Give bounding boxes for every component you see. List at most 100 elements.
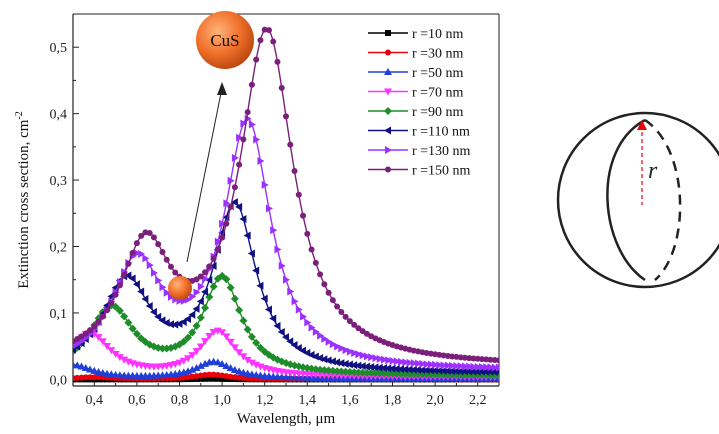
data-point-marker bbox=[321, 281, 328, 288]
data-point-marker bbox=[252, 338, 261, 347]
data-point-marker bbox=[197, 375, 204, 382]
data-point-marker bbox=[132, 280, 140, 289]
data-point-marker bbox=[385, 146, 392, 154]
data-point-marker bbox=[291, 167, 298, 174]
data-point-marker bbox=[219, 375, 226, 382]
data-point-marker bbox=[346, 318, 353, 325]
data-point-marker bbox=[137, 287, 145, 296]
data-point-marker bbox=[145, 302, 153, 311]
data-point-marker bbox=[444, 361, 452, 370]
data-point-marker bbox=[82, 330, 89, 337]
data-point-marker bbox=[389, 356, 397, 365]
data-point-marker bbox=[334, 342, 342, 351]
legend-label: r =50 nm bbox=[412, 66, 464, 81]
data-point-marker bbox=[209, 329, 218, 337]
data-point-marker bbox=[243, 325, 252, 334]
data-point-marker bbox=[274, 58, 281, 65]
data-point-marker bbox=[260, 294, 268, 303]
data-point-marker bbox=[248, 120, 256, 129]
data-point-marker bbox=[345, 368, 354, 377]
data-point-marker bbox=[474, 362, 482, 371]
data-point-marker bbox=[354, 368, 363, 377]
data-point-marker bbox=[414, 365, 422, 374]
large-cus-nanoparticle bbox=[196, 11, 254, 69]
data-point-marker bbox=[155, 241, 162, 248]
x-tick-label: 2,2 bbox=[469, 393, 487, 408]
data-point-marker bbox=[295, 305, 303, 314]
data-point-marker bbox=[384, 364, 392, 373]
x-tick-label: 0,4 bbox=[86, 393, 104, 408]
data-point-marker bbox=[201, 303, 210, 312]
data-point-marker bbox=[214, 237, 222, 246]
data-point-marker bbox=[167, 292, 175, 301]
data-point-marker bbox=[358, 362, 366, 371]
data-point-marker bbox=[243, 356, 252, 364]
data-point-marker bbox=[256, 343, 265, 352]
data-point-marker bbox=[384, 126, 391, 135]
data-point-marker bbox=[74, 340, 82, 349]
data-point-marker bbox=[338, 308, 345, 315]
data-point-marker bbox=[372, 354, 380, 363]
data-point-marker bbox=[206, 375, 213, 382]
legend-item: r =110 nm bbox=[368, 125, 470, 140]
data-point-marker bbox=[179, 318, 187, 327]
data-point-marker bbox=[243, 231, 251, 240]
data-point-marker bbox=[426, 366, 434, 375]
data-point-marker bbox=[304, 318, 312, 327]
data-point-marker bbox=[205, 332, 214, 340]
data-point-marker bbox=[253, 135, 261, 144]
data-point-marker bbox=[278, 261, 286, 270]
data-point-marker bbox=[406, 358, 414, 367]
data-point-marker bbox=[393, 357, 401, 366]
data-point-marker bbox=[410, 359, 418, 368]
data-point-marker bbox=[362, 362, 370, 371]
data-point-marker bbox=[470, 362, 478, 371]
data-point-marker bbox=[193, 276, 200, 283]
data-point-marker bbox=[240, 136, 247, 143]
data-point-marker bbox=[443, 366, 451, 375]
data-point-marker bbox=[405, 365, 413, 374]
data-point-marker bbox=[214, 375, 221, 382]
data-point-marker bbox=[129, 249, 136, 256]
data-point-marker bbox=[432, 360, 440, 369]
data-point-marker bbox=[415, 359, 423, 368]
data-point-marker bbox=[227, 176, 235, 185]
data-point-marker bbox=[367, 363, 375, 372]
data-point-marker bbox=[371, 363, 379, 372]
data-point-marker bbox=[219, 219, 227, 228]
data-point-marker bbox=[149, 307, 157, 316]
data-point-marker bbox=[478, 356, 485, 363]
data-point-marker bbox=[146, 261, 154, 270]
legend-label: r =110 nm bbox=[412, 125, 470, 140]
series-7 bbox=[73, 26, 499, 364]
small-cus-nanoparticle bbox=[168, 276, 192, 300]
data-point-marker bbox=[436, 361, 444, 370]
legend-item: r =130 nm bbox=[368, 144, 471, 159]
data-point-marker bbox=[355, 350, 363, 359]
data-point-marker bbox=[449, 361, 457, 370]
data-point-marker bbox=[210, 255, 217, 262]
data-point-marker bbox=[132, 329, 141, 338]
data-point-marker bbox=[422, 366, 430, 375]
data-point-marker bbox=[112, 291, 119, 298]
data-point-marker bbox=[474, 355, 481, 362]
data-point-marker bbox=[477, 367, 485, 376]
x-tick-label: 2,0 bbox=[426, 393, 444, 408]
data-point-marker bbox=[184, 355, 193, 363]
data-point-marker bbox=[325, 337, 333, 346]
trend-arrow-line bbox=[186, 87, 223, 263]
data-point-marker bbox=[231, 153, 239, 162]
data-point-marker bbox=[469, 367, 477, 376]
data-point-marker bbox=[115, 306, 124, 315]
data-point-marker bbox=[460, 367, 468, 376]
data-point-marker bbox=[409, 365, 417, 374]
data-point-marker bbox=[192, 304, 200, 313]
legend-label: r =90 nm bbox=[412, 105, 464, 120]
data-point-marker bbox=[230, 365, 239, 373]
data-point-marker bbox=[295, 191, 302, 198]
data-point-marker bbox=[171, 320, 179, 329]
data-point-marker bbox=[392, 364, 400, 373]
data-point-marker bbox=[226, 364, 235, 372]
data-point-marker bbox=[146, 230, 153, 237]
data-point-marker bbox=[163, 288, 171, 297]
